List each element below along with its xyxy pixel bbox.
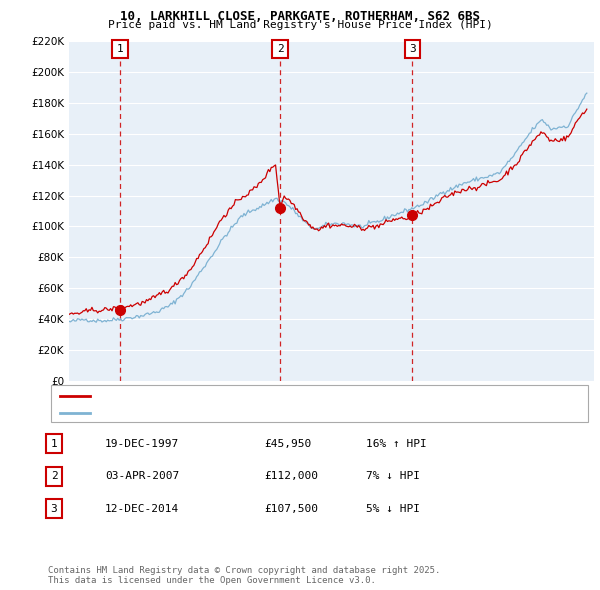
Text: 16% ↑ HPI: 16% ↑ HPI xyxy=(366,439,427,448)
Text: HPI: Average price, semi-detached house, Rotherham: HPI: Average price, semi-detached house,… xyxy=(96,408,390,418)
Text: 2: 2 xyxy=(50,471,58,481)
Text: This data is licensed under the Open Government Licence v3.0.: This data is licensed under the Open Gov… xyxy=(48,576,376,585)
Text: 10, LARKHILL CLOSE, PARKGATE, ROTHERHAM, S62 6BS (semi-detached house): 10, LARKHILL CLOSE, PARKGATE, ROTHERHAM,… xyxy=(96,391,507,401)
Text: Price paid vs. HM Land Registry's House Price Index (HPI): Price paid vs. HM Land Registry's House … xyxy=(107,20,493,30)
Text: 2: 2 xyxy=(277,44,284,54)
Text: £45,950: £45,950 xyxy=(264,439,311,448)
Text: 3: 3 xyxy=(50,504,58,513)
Text: 5% ↓ HPI: 5% ↓ HPI xyxy=(366,504,420,513)
Text: 19-DEC-1997: 19-DEC-1997 xyxy=(105,439,179,448)
Text: 03-APR-2007: 03-APR-2007 xyxy=(105,471,179,481)
Text: 3: 3 xyxy=(409,44,416,54)
Text: £107,500: £107,500 xyxy=(264,504,318,513)
Text: 10, LARKHILL CLOSE, PARKGATE, ROTHERHAM, S62 6BS: 10, LARKHILL CLOSE, PARKGATE, ROTHERHAM,… xyxy=(120,10,480,23)
Text: Contains HM Land Registry data © Crown copyright and database right 2025.: Contains HM Land Registry data © Crown c… xyxy=(48,566,440,575)
Text: 12-DEC-2014: 12-DEC-2014 xyxy=(105,504,179,513)
Text: 1: 1 xyxy=(50,439,58,448)
Text: 7% ↓ HPI: 7% ↓ HPI xyxy=(366,471,420,481)
Text: £112,000: £112,000 xyxy=(264,471,318,481)
Text: 1: 1 xyxy=(117,44,124,54)
